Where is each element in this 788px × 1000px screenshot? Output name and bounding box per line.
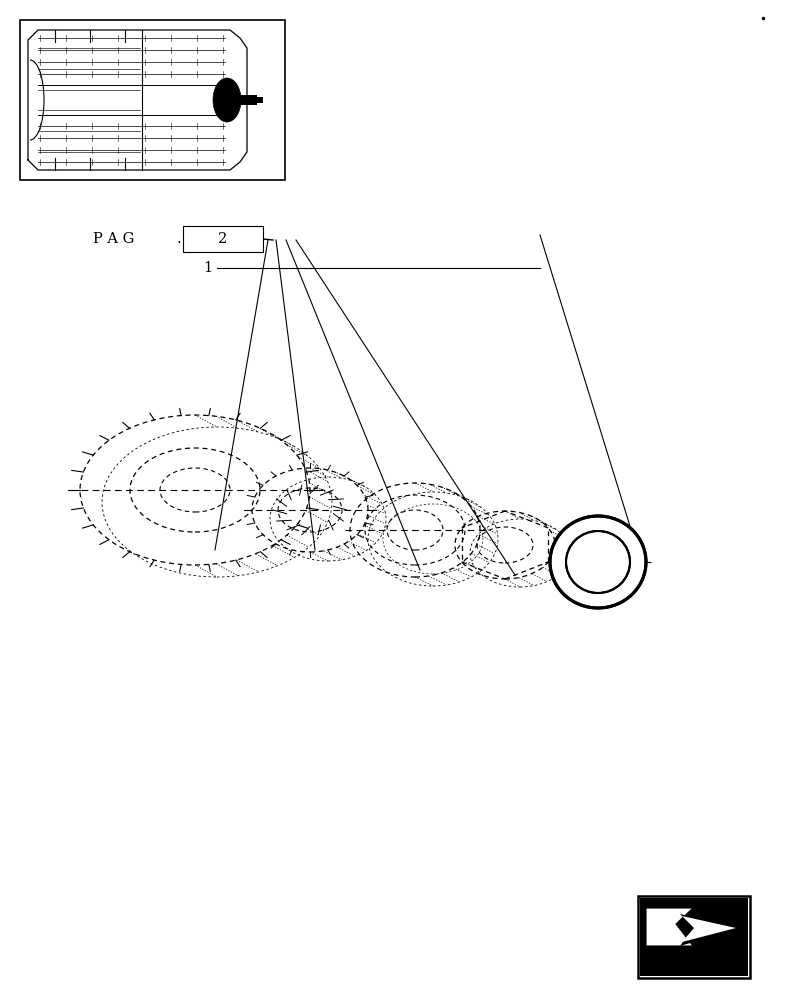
Bar: [640, 898, 748, 976]
Bar: [255, 97, 263, 103]
Text: 2: 2: [218, 232, 228, 246]
Bar: [183, 226, 263, 252]
Bar: [239, 95, 257, 105]
Polygon shape: [646, 908, 693, 946]
Text: .: .: [177, 232, 181, 246]
Text: 1: 1: [203, 261, 212, 275]
Bar: [20, 20, 285, 180]
Text: P A G: P A G: [93, 232, 135, 246]
Polygon shape: [680, 914, 742, 946]
Ellipse shape: [213, 78, 241, 122]
Ellipse shape: [566, 531, 630, 593]
Ellipse shape: [550, 516, 646, 608]
Ellipse shape: [550, 516, 646, 608]
Ellipse shape: [566, 531, 630, 593]
Bar: [183, 226, 263, 252]
Polygon shape: [682, 916, 736, 942]
Bar: [638, 896, 750, 978]
